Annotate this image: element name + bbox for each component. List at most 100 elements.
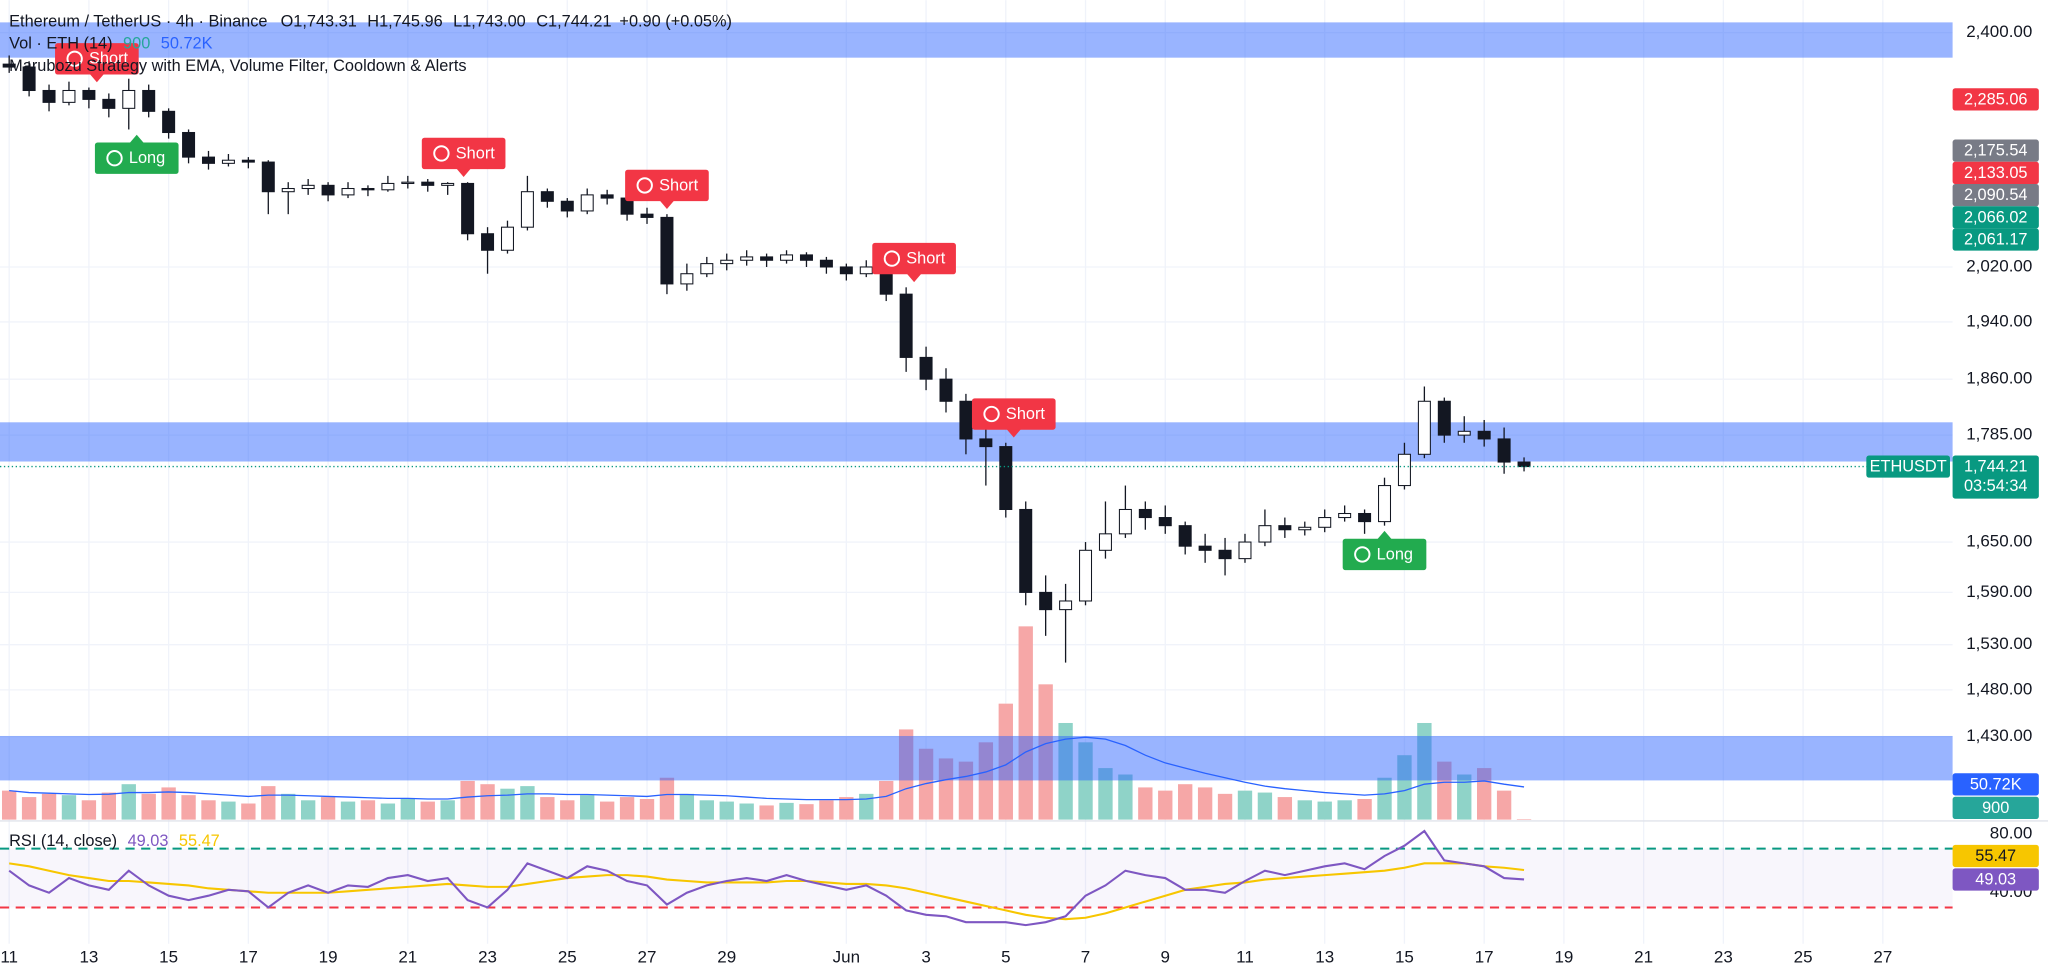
zone xyxy=(0,735,1953,781)
volume-bar xyxy=(360,800,376,820)
x-tick-label: 9 xyxy=(1161,948,1170,967)
candle-body xyxy=(301,184,315,190)
signal-label: Short xyxy=(1006,405,1045,423)
volume-bar xyxy=(1357,799,1372,820)
x-tick-label: 21 xyxy=(1634,948,1653,967)
x-tick-label: 23 xyxy=(478,948,497,967)
candle-body xyxy=(42,89,56,103)
volume-bar xyxy=(1138,787,1153,820)
x-tick-label: 29 xyxy=(717,948,736,967)
x-tick-label: 21 xyxy=(398,948,417,967)
volume-bar xyxy=(1377,777,1392,820)
candle-body xyxy=(700,263,714,275)
ohlc-high: H1,745.96 xyxy=(367,13,442,31)
volume-bar xyxy=(21,797,37,820)
candle-body xyxy=(481,233,495,251)
volume-bar xyxy=(520,786,535,820)
volume-bar xyxy=(1337,800,1352,820)
volume-bar xyxy=(1457,774,1472,820)
candle-body xyxy=(142,89,156,112)
signal-label: Long xyxy=(1377,545,1413,563)
volume-bar xyxy=(560,800,575,820)
candle-body xyxy=(62,89,76,103)
volume-bar xyxy=(440,800,455,820)
price-level-tag-bg xyxy=(1952,139,2039,162)
x-tick-label: 15 xyxy=(1395,948,1414,967)
candle-body xyxy=(720,259,734,265)
rsi-legend: RSI (14, close) 49.03 55.47 xyxy=(9,832,220,850)
candle-body xyxy=(182,131,196,158)
volume-bar xyxy=(1078,742,1093,820)
volume-bar xyxy=(540,797,555,820)
volume-bar xyxy=(819,800,834,820)
candle-body xyxy=(760,256,774,261)
symbol-tag: ETHUSDT xyxy=(1870,458,1947,476)
rsi-layer xyxy=(0,829,1953,927)
ohlc-close: C1,744.21 xyxy=(536,13,611,31)
rsi-band xyxy=(0,848,1953,908)
volume-bar xyxy=(1038,684,1053,820)
overlay: Short Long Short Short Short Short Long xyxy=(0,43,1953,571)
x-tick-label: 19 xyxy=(1554,948,1573,967)
volume-bar xyxy=(1,790,17,820)
price-level-tag-bg xyxy=(1952,206,2039,229)
x-tick-label: 17 xyxy=(1475,948,1494,967)
volume-bar xyxy=(1197,787,1213,820)
x-tick-label: 25 xyxy=(1794,948,1813,967)
volume-bar xyxy=(61,795,77,820)
price-level-tag-bg xyxy=(1952,88,2039,111)
candle-body xyxy=(162,110,176,134)
candle-body xyxy=(1019,508,1033,593)
candle-body xyxy=(1178,525,1192,547)
candle-body xyxy=(241,159,255,163)
volume-bar xyxy=(181,795,196,820)
volume-bar xyxy=(739,803,754,820)
volume-bar xyxy=(759,805,774,820)
volume-value: 900 xyxy=(123,35,150,53)
volume-bar xyxy=(879,780,894,820)
candle-body xyxy=(780,254,794,261)
volume-bar xyxy=(101,792,117,820)
x-tick-label: 13 xyxy=(1315,948,1334,967)
strategy-name: Marubozu Strategy with EMA, Volume Filte… xyxy=(9,57,466,75)
y-tick-label: 2,400.00 xyxy=(1966,22,2032,41)
signal-icon xyxy=(883,250,901,267)
volume-bar xyxy=(779,802,794,820)
volume-ma-tag: 50.72K xyxy=(1970,775,2022,793)
x-tick-label: 25 xyxy=(558,948,577,967)
y-tick-label: 1,530.00 xyxy=(1966,634,2032,653)
volume-bar xyxy=(1118,774,1133,820)
candle-body xyxy=(799,254,813,261)
volume-bar xyxy=(1237,790,1253,820)
candle-body xyxy=(1059,600,1073,611)
volume-bar xyxy=(420,801,435,820)
candle-body xyxy=(421,181,435,186)
candle-body xyxy=(261,161,275,193)
y-tick-label: 1,430.00 xyxy=(1966,726,2032,745)
countdown: 03:54:34 xyxy=(1964,477,2028,495)
volume-bar xyxy=(1437,761,1452,820)
volume-bar xyxy=(699,800,714,820)
signal-pointer xyxy=(455,167,472,177)
price-level-tag: 2,066.02 xyxy=(1964,208,2028,226)
signal-label: Long xyxy=(129,149,165,167)
candle-body xyxy=(1138,508,1152,519)
signal-label: Short xyxy=(659,176,698,194)
volume-bar xyxy=(41,793,57,820)
candle-body xyxy=(600,194,614,199)
candle-body xyxy=(1218,549,1232,560)
candle-body xyxy=(1079,549,1093,602)
signal-label: Short xyxy=(456,144,495,162)
candle-body xyxy=(82,89,96,100)
price-level-tag-bg xyxy=(1952,228,2039,251)
candle-body xyxy=(341,187,355,196)
price-level-tag-bg xyxy=(1952,183,2039,207)
x-tick-label: 17 xyxy=(239,948,258,967)
volume-bar xyxy=(719,801,734,820)
volume-bar xyxy=(1496,790,1512,820)
candle-body xyxy=(580,194,594,212)
volume-bar xyxy=(1058,722,1073,820)
candle-body xyxy=(1039,591,1053,611)
signal-label: Short xyxy=(906,250,945,268)
rsi-tag: 49.03 xyxy=(1975,870,2016,888)
